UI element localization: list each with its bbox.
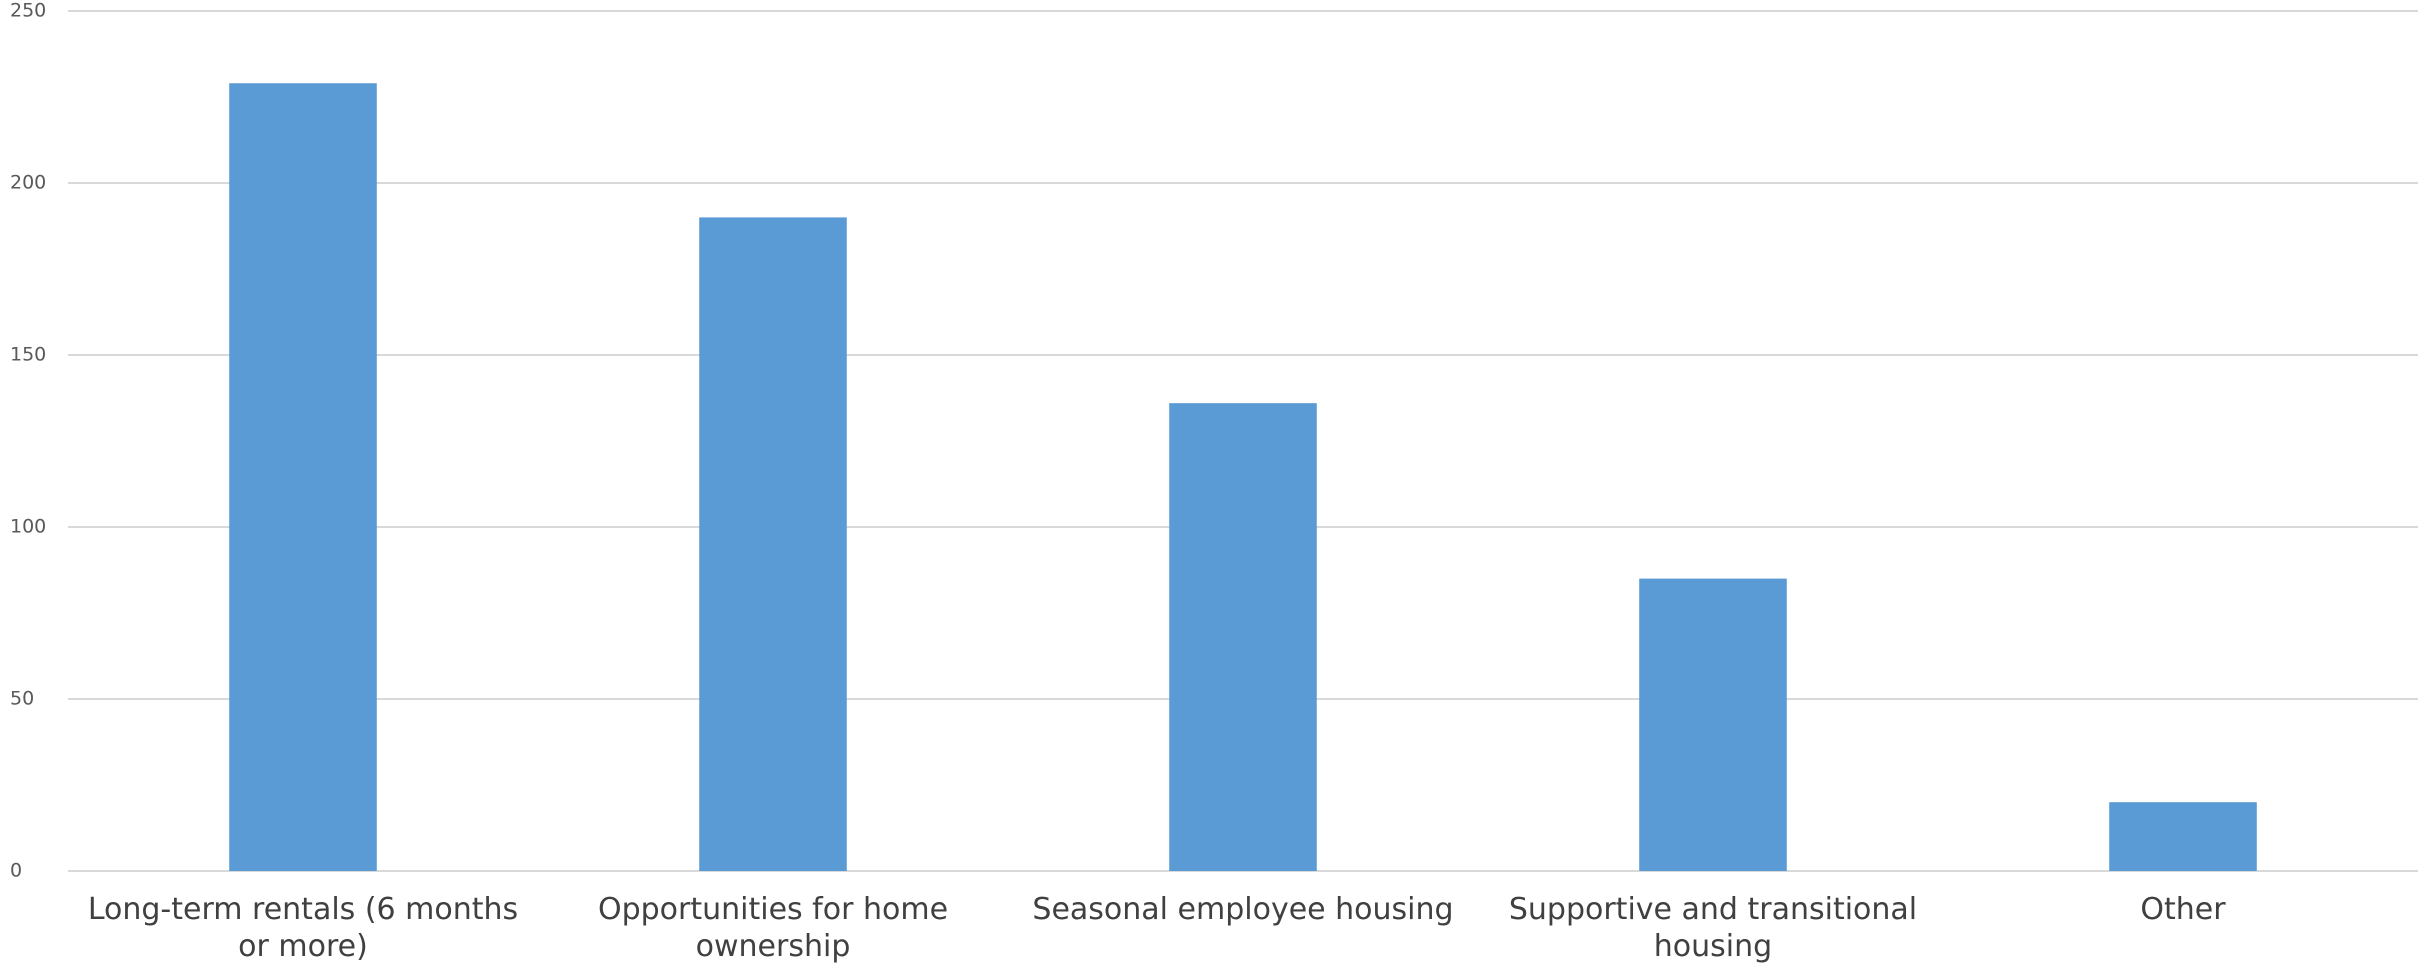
x-tick-label: Opportunities for home ownership (597, 892, 949, 964)
x-tick-label: Other (2140, 892, 2226, 927)
bar (1639, 578, 1787, 871)
x-tick-label: Seasonal employee housing (1032, 892, 1454, 927)
bar (699, 217, 847, 871)
bar (2109, 802, 2257, 871)
y-tick-label: 50 (10, 688, 34, 710)
bar (229, 83, 377, 872)
x-tick-label: Long-term rentals (6 months or more) (87, 892, 519, 964)
bar (1169, 403, 1317, 871)
y-tick-label: 200 (10, 172, 46, 194)
y-tick-label: 0 (10, 860, 22, 882)
x-tick-label: Supportive and transitional housing (1508, 892, 1918, 964)
y-tick-label: 250 (10, 0, 46, 22)
y-tick-label: 100 (10, 516, 46, 538)
y-tick-label: 150 (10, 344, 46, 366)
